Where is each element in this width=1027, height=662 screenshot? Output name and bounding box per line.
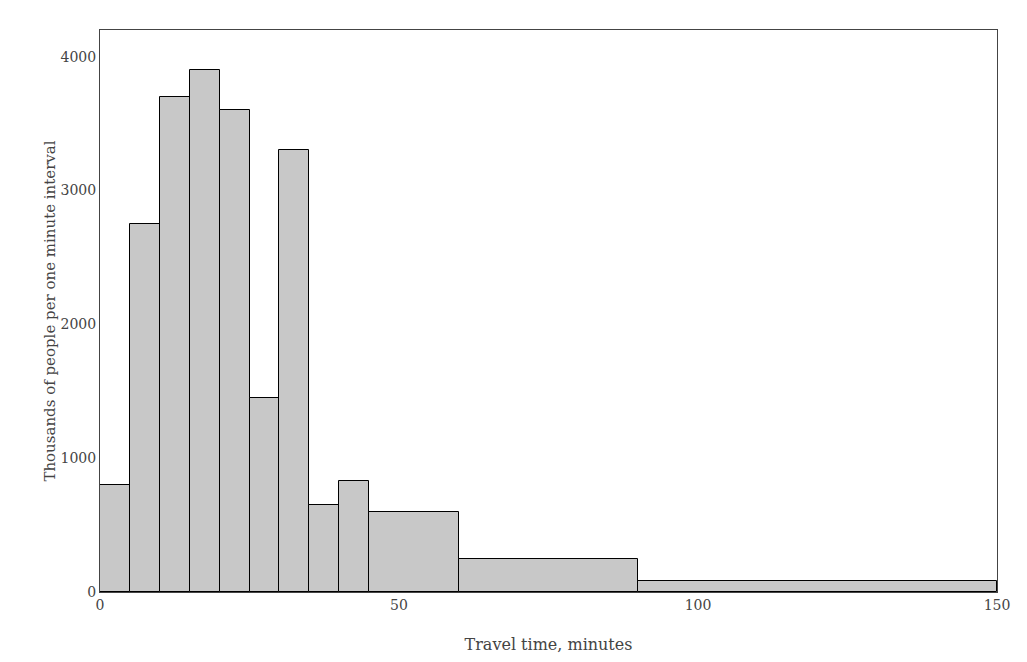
svg-text:0: 0 [87,584,96,600]
svg-text:Travel time, minutes: Travel time, minutes [465,635,633,654]
svg-text:4000: 4000 [61,49,97,65]
svg-text:0: 0 [96,597,105,613]
svg-text:3000: 3000 [61,182,97,198]
svg-text:1000: 1000 [61,450,97,466]
svg-text:100: 100 [685,597,712,613]
svg-text:Thousands of people per one mi: Thousands of people per one minute inter… [41,140,59,481]
svg-text:2000: 2000 [61,316,97,332]
svg-text:150: 150 [984,597,1011,613]
svg-text:50: 50 [390,597,408,613]
